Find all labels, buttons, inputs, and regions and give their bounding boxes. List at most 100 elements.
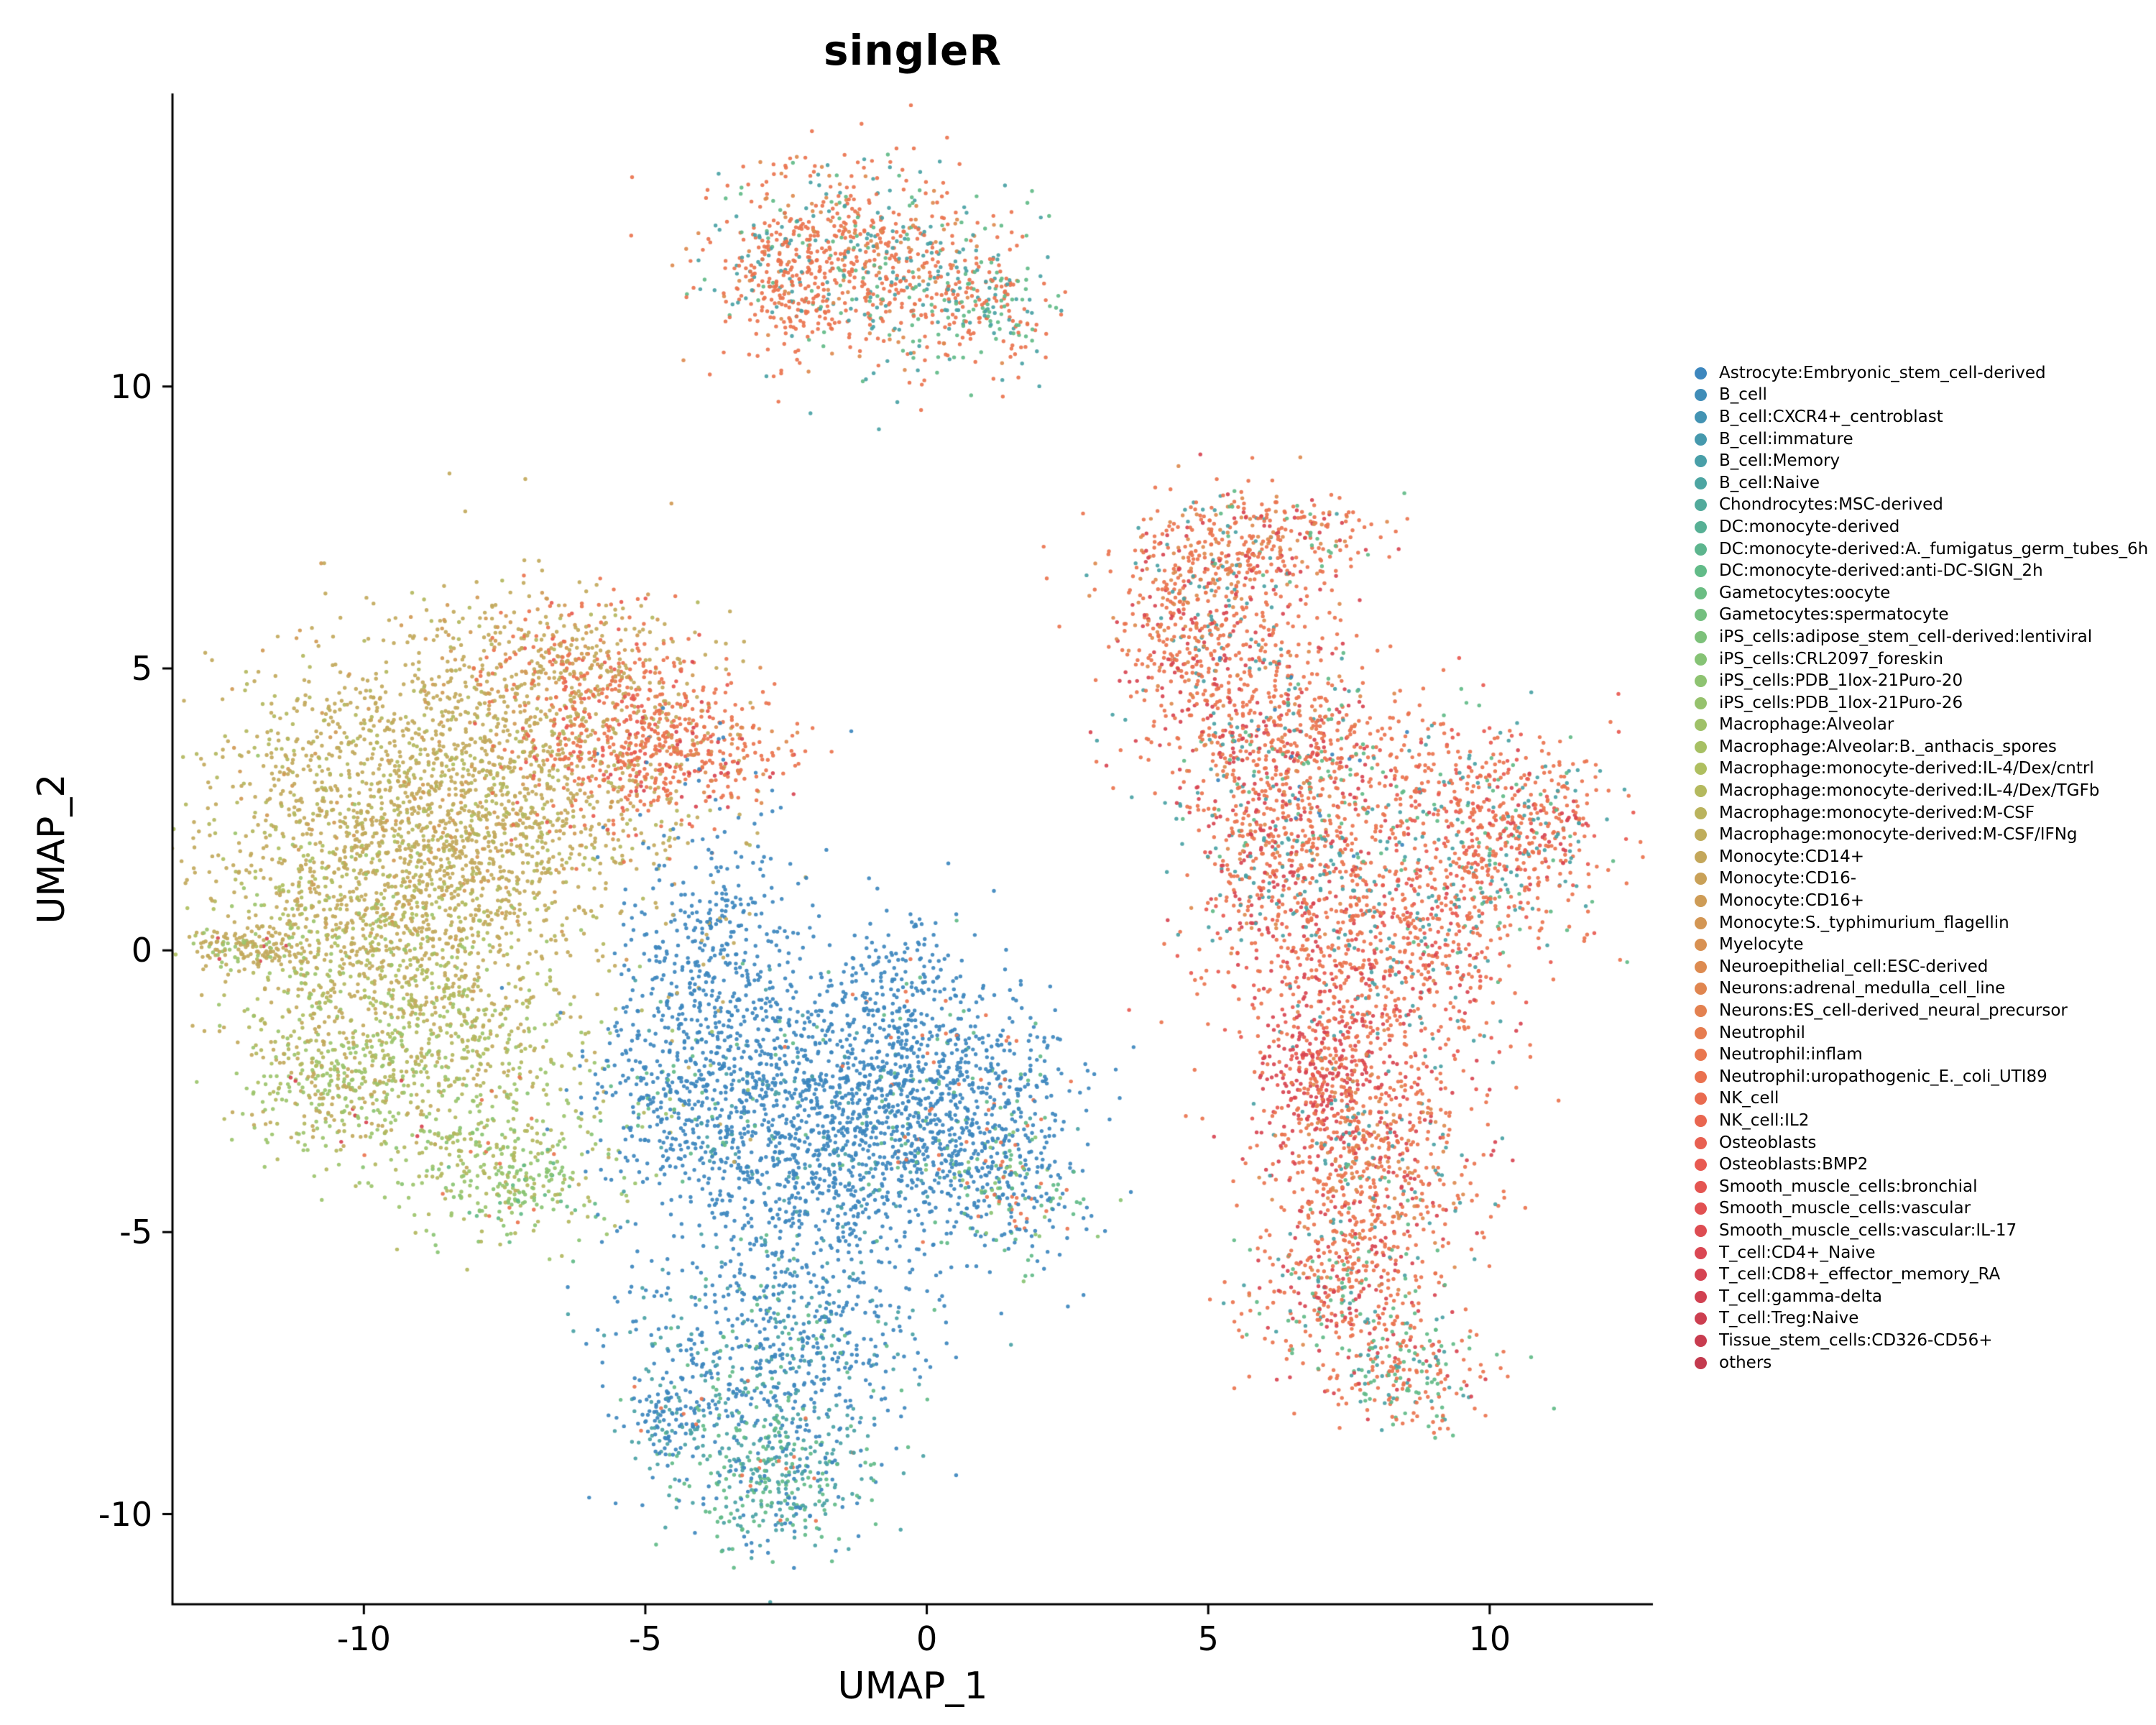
y-axis-label: UMAP_2 <box>30 773 73 924</box>
legend-item: B_cell:Memory <box>1695 450 2148 472</box>
legend-item: Macrophage:monocyte-derived:M-CSF <box>1695 802 2148 824</box>
legend-item: iPS_cells:CRL2097_foreskin <box>1695 648 2148 671</box>
x-tick-label: -10 <box>336 1619 391 1658</box>
legend-color-dot <box>1695 586 1707 599</box>
legend-item: T_cell:gamma-delta <box>1695 1286 2148 1308</box>
legend-label: Gametocytes:oocyte <box>1719 583 1891 602</box>
legend-item: Neutrophil <box>1695 1022 2148 1044</box>
legend-label: Astrocyte:Embryonic_stem_cell-derived <box>1719 363 2046 382</box>
legend-label: T_cell:CD8+_effector_memory_RA <box>1719 1265 2001 1284</box>
legend-label: Macrophage:monocyte-derived:M-CSF <box>1719 803 2035 822</box>
legend-item: Gametocytes:spermatocyte <box>1695 604 2148 627</box>
y-tick-label: 10 <box>110 367 152 406</box>
legend-item: Smooth_muscle_cells:vascular <box>1695 1198 2148 1220</box>
legend-label: iPS_cells:PDB_1lox-21Puro-20 <box>1719 671 1963 691</box>
legend-item: Macrophage:monocyte-derived:M-CSF/IFNg <box>1695 824 2148 846</box>
legend-item: DC:monocyte-derived <box>1695 516 2148 538</box>
legend-item: T_cell:CD4+_Naive <box>1695 1242 2148 1264</box>
legend-label: DC:monocyte-derived <box>1719 517 1900 536</box>
legend-color-dot <box>1695 410 1707 423</box>
legend-color-dot <box>1695 367 1707 380</box>
legend-color-dot <box>1695 1026 1707 1039</box>
legend-item: Monocyte:S._typhimurium_flagellin <box>1695 912 2148 934</box>
legend-label: Monocyte:S._typhimurium_flagellin <box>1719 913 2009 932</box>
legend-label: Macrophage:monocyte-derived:M-CSF/IFNg <box>1719 825 2078 845</box>
legend-color-dot <box>1695 1092 1707 1105</box>
legend-color-dot <box>1695 873 1707 886</box>
legend-item: iPS_cells:PDB_1lox-21Puro-20 <box>1695 670 2148 692</box>
legend-color-dot <box>1695 1005 1707 1018</box>
legend-color-dot <box>1695 829 1707 842</box>
legend-color-dot <box>1695 916 1707 929</box>
legend-color-dot <box>1695 1356 1707 1369</box>
legend-item: Smooth_muscle_cells:bronchial <box>1695 1176 2148 1198</box>
legend-color-dot <box>1695 609 1707 622</box>
legend-color-dot <box>1695 939 1707 952</box>
legend-item: T_cell:Treg:Naive <box>1695 1308 2148 1330</box>
legend-label: Tissue_stem_cells:CD326-CD56+ <box>1719 1330 1993 1350</box>
legend-color-dot <box>1695 785 1707 798</box>
legend-color-dot <box>1695 1246 1707 1259</box>
legend-label: Neutrophil:uropathogenic_E._coli_UTI89 <box>1719 1067 2047 1086</box>
legend-item: Monocyte:CD14+ <box>1695 846 2148 868</box>
legend-color-dot <box>1695 983 1707 995</box>
y-tick-label: 5 <box>131 649 152 688</box>
legend-item: Osteoblasts:BMP2 <box>1695 1154 2148 1176</box>
legend-label: iPS_cells:PDB_1lox-21Puro-26 <box>1719 693 1963 712</box>
legend: Astrocyte:Embryonic_stem_cell-derived B_c… <box>1695 362 2148 1374</box>
legend-color-dot <box>1695 1202 1707 1215</box>
legend-item: NK_cell:IL2 <box>1695 1110 2148 1132</box>
legend-label: Osteoblasts <box>1719 1133 1817 1152</box>
legend-label: Smooth_muscle_cells:vascular <box>1719 1199 1971 1218</box>
legend-item: DC:monocyte-derived:A._fumigatus_germ_tu… <box>1695 538 2148 561</box>
legend-item: Neurons:adrenal_medulla_cell_line <box>1695 978 2148 1000</box>
legend-label: B_cell <box>1719 385 1767 405</box>
legend-label: T_cell:Treg:Naive <box>1719 1309 1859 1328</box>
legend-label: B_cell:immature <box>1719 429 1853 448</box>
legend-label: others <box>1719 1353 1772 1372</box>
legend-color-dot <box>1695 850 1707 863</box>
legend-label: Neutrophil:inflam <box>1719 1045 1863 1064</box>
legend-item: T_cell:CD8+_effector_memory_RA <box>1695 1264 2148 1286</box>
legend-color-dot <box>1695 1312 1707 1325</box>
legend-color-dot <box>1695 719 1707 732</box>
legend-item: Chondrocytes:MSC-derived <box>1695 494 2148 517</box>
legend-color-dot <box>1695 1049 1707 1062</box>
legend-label: B_cell:Memory <box>1719 451 1841 471</box>
legend-label: iPS_cells:adipose_stem_cell-derived:lent… <box>1719 627 2093 646</box>
x-tick-label: 5 <box>1197 1619 1219 1658</box>
legend-label: Neurons:adrenal_medulla_cell_line <box>1719 979 2006 998</box>
legend-label: NK_cell <box>1719 1089 1779 1108</box>
legend-color-dot <box>1695 499 1707 512</box>
legend-label: Monocyte:CD16- <box>1719 869 1857 888</box>
legend-item: Tissue_stem_cells:CD326-CD56+ <box>1695 1330 2148 1352</box>
legend-label: B_cell:CXCR4+_centroblast <box>1719 407 1943 426</box>
legend-label: Gametocytes:spermatocyte <box>1719 605 1949 625</box>
chart-title: singleR <box>823 26 1003 75</box>
legend-item: iPS_cells:adipose_stem_cell-derived:lent… <box>1695 626 2148 648</box>
legend-color-dot <box>1695 477 1707 489</box>
legend-color-dot <box>1695 1290 1707 1303</box>
y-tick-label: 0 <box>131 931 152 970</box>
legend-color-dot <box>1695 1334 1707 1347</box>
legend-label: Neurons:ES_cell-derived_neural_precursor <box>1719 1001 2068 1021</box>
legend-item: Monocyte:CD16+ <box>1695 890 2148 912</box>
legend-item: Macrophage:monocyte-derived:IL-4/Dex/cnt… <box>1695 758 2148 781</box>
legend-item: Macrophage:Alveolar <box>1695 714 2148 737</box>
legend-color-dot <box>1695 1070 1707 1083</box>
legend-label: Macrophage:Alveolar:B._anthacis_spores <box>1719 737 2057 756</box>
legend-item: Smooth_muscle_cells:vascular:IL-17 <box>1695 1220 2148 1242</box>
legend-color-dot <box>1695 675 1707 688</box>
legend-color-dot <box>1695 740 1707 753</box>
x-tick-label: 0 <box>916 1619 938 1658</box>
legend-color-dot <box>1695 895 1707 908</box>
legend-color-dot <box>1695 696 1707 709</box>
legend-item: Neutrophil:inflam <box>1695 1044 2148 1066</box>
legend-color-dot <box>1695 653 1707 666</box>
legend-color-dot <box>1695 1159 1707 1172</box>
legend-item: Gametocytes:oocyte <box>1695 582 2148 604</box>
y-tick-label: -5 <box>119 1213 152 1252</box>
legend-label: iPS_cells:CRL2097_foreskin <box>1719 649 1944 668</box>
legend-color-dot <box>1695 806 1707 819</box>
x-tick-label: -5 <box>629 1619 662 1658</box>
